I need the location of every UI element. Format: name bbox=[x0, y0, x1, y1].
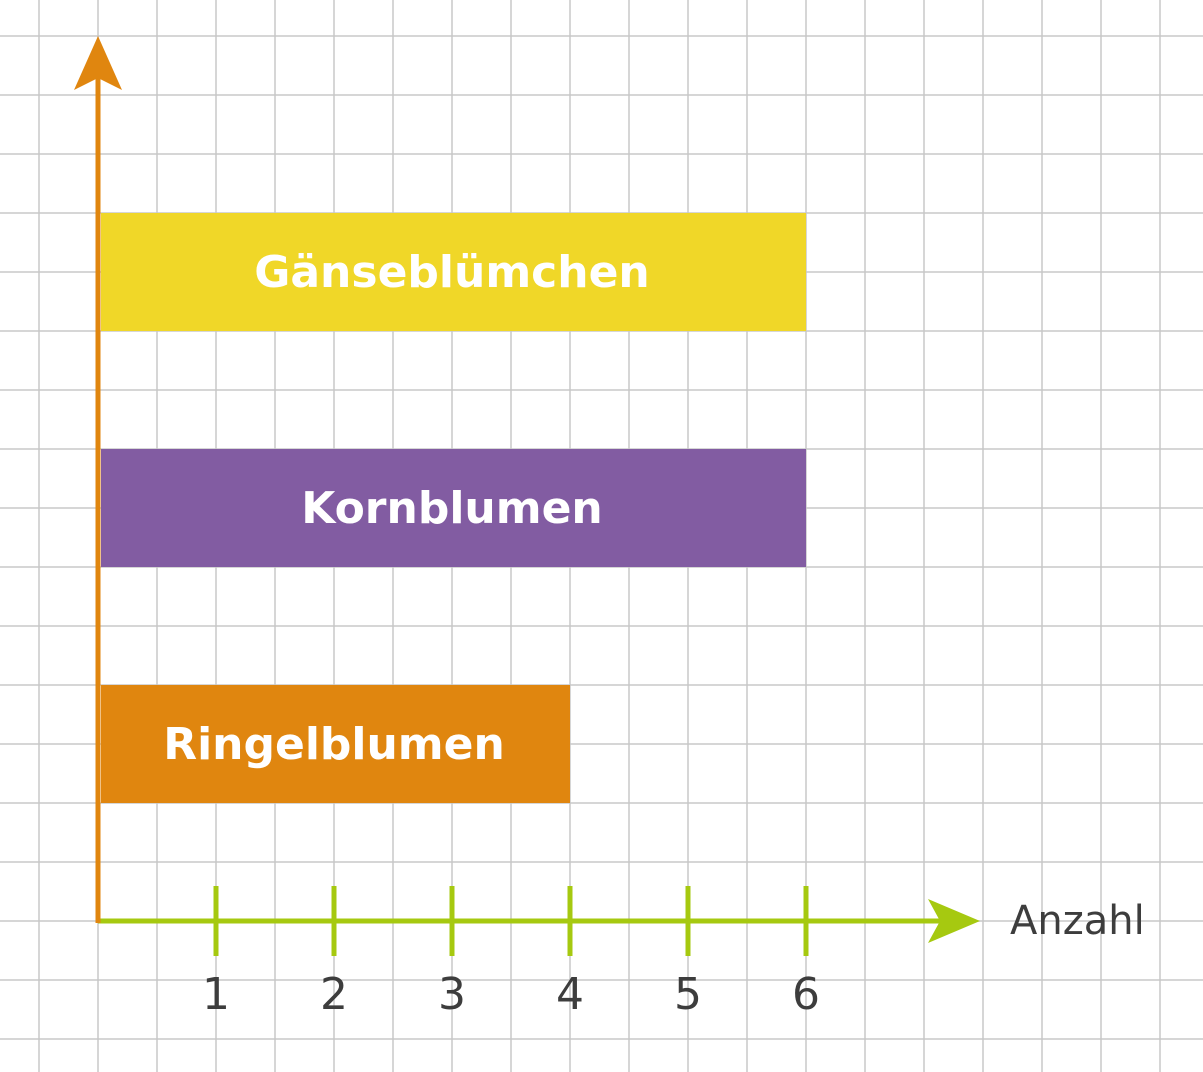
x-axis-arrowhead bbox=[928, 899, 980, 943]
x-tick-label: 5 bbox=[674, 969, 702, 1020]
bar-label: Gänseblümchen bbox=[254, 247, 649, 298]
bar-label: Kornblumen bbox=[301, 483, 603, 534]
x-tick-label: 4 bbox=[556, 969, 584, 1020]
bar bbox=[101, 213, 806, 331]
bar bbox=[101, 685, 570, 803]
y-axis-arrowhead bbox=[74, 36, 122, 90]
x-tick-label: 3 bbox=[438, 969, 466, 1020]
x-tick-label: 2 bbox=[320, 969, 348, 1020]
x-axis-label: Anzahl bbox=[1010, 898, 1145, 944]
bar bbox=[101, 449, 806, 567]
x-tick-label: 6 bbox=[792, 969, 820, 1020]
bar-label: Ringelblumen bbox=[163, 719, 505, 770]
x-axis: 1 2 3 4 5 6 bbox=[98, 886, 980, 1020]
y-axis bbox=[74, 36, 122, 923]
x-tick-label: 1 bbox=[202, 969, 230, 1020]
bars: Gänseblümchen Kornblumen Ringelblumen bbox=[101, 213, 806, 803]
